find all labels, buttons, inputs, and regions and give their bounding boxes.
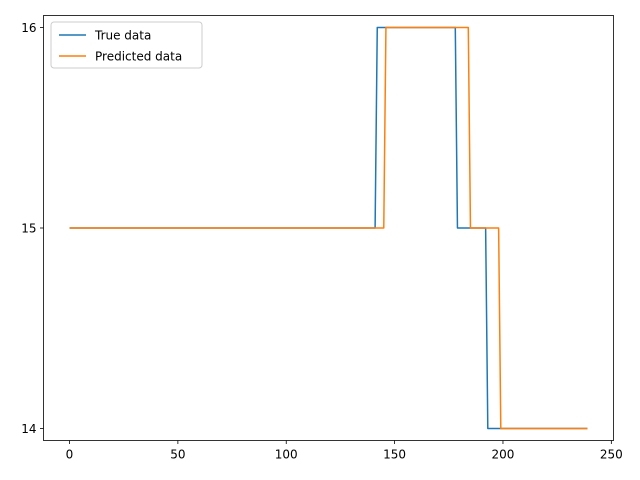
legend-label-0: True data (94, 29, 151, 43)
series-line-0 (69, 26, 588, 430)
y-tick-label: 16 (21, 21, 36, 35)
y-tick-label: 14 (21, 422, 36, 436)
x-tick-label: 250 (600, 448, 623, 462)
legend-label-1: Predicted data (95, 50, 182, 64)
y-tick-label: 15 (21, 222, 36, 236)
x-tick-label: 100 (275, 448, 298, 462)
legend: True data Predicted data (50, 21, 203, 69)
x-tick-label: 200 (492, 448, 515, 462)
x-tick-label: 0 (66, 448, 74, 462)
x-tick-label: 50 (170, 448, 185, 462)
series-layer (69, 26, 588, 430)
series-line-1 (69, 26, 588, 430)
x-tick-label: 150 (383, 448, 406, 462)
axes-layer: 0 50 100 150 200 250 14 15 16 (21, 15, 623, 462)
legend-box (50, 21, 203, 69)
